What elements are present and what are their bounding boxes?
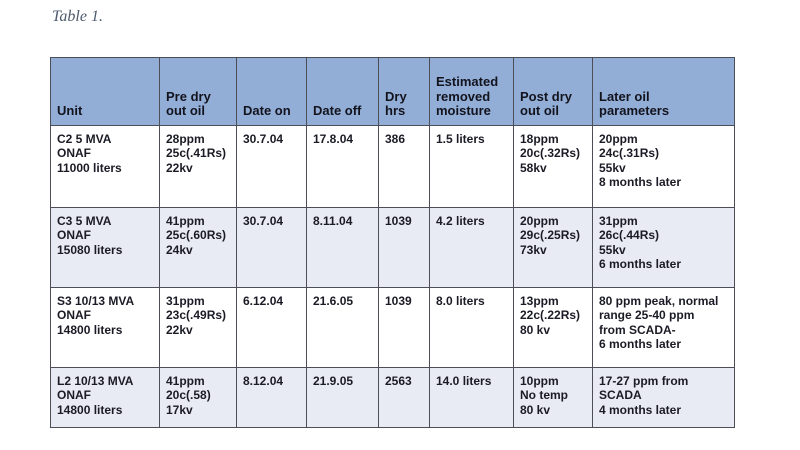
table-row: L2 10/13 MVA ONAF 14800 liters 41ppm 20c… bbox=[50, 367, 735, 428]
cell-date-on: 30.7.04 bbox=[236, 207, 307, 288]
cell-pre-dry-out-oil: 41ppm 20c(.58) 17kv bbox=[159, 367, 237, 428]
cell-date-on: 8.12.04 bbox=[236, 367, 307, 428]
col-header-date-on: Date on bbox=[236, 57, 307, 126]
cell-date-off: 8.11.04 bbox=[306, 207, 379, 288]
cell-pre-dry-out-oil: 28ppm 25c(.41Rs) 22kv bbox=[159, 125, 237, 208]
col-header-unit: Unit bbox=[50, 57, 160, 126]
table-row: C3 5 MVA ONAF 15080 liters 41ppm 25c(.60… bbox=[50, 207, 735, 288]
cell-date-off: 21.6.05 bbox=[306, 287, 379, 368]
cell-date-on: 30.7.04 bbox=[236, 125, 307, 208]
table-caption: Table 1. bbox=[52, 8, 103, 25]
col-header-later-oil-parameters: Later oil parameters bbox=[592, 57, 735, 126]
cell-dry-hrs: 2563 bbox=[378, 367, 430, 428]
cell-estimated-removed-moisture: 4.2 liters bbox=[429, 207, 514, 288]
col-header-estimated-removed-moisture: Estimated removed moisture bbox=[429, 57, 514, 126]
col-header-post-dry-out-oil: Post dry out oil bbox=[513, 57, 593, 126]
cell-estimated-removed-moisture: 1.5 liters bbox=[429, 125, 514, 208]
cell-later-oil-parameters: 17-27 ppm from SCADA 4 months later bbox=[592, 367, 735, 428]
cell-estimated-removed-moisture: 14.0 liters bbox=[429, 367, 514, 428]
table-row: S3 10/13 MVA ONAF 14800 liters 31ppm 23c… bbox=[50, 287, 735, 368]
col-header-date-off: Date off bbox=[306, 57, 379, 126]
cell-post-dry-out-oil: 20ppm 29c(.25Rs) 73kv bbox=[513, 207, 593, 288]
col-header-pre-dry-out-oil: Pre dry out oil bbox=[159, 57, 237, 126]
cell-post-dry-out-oil: 18ppm 20c(.32Rs) 58kv bbox=[513, 125, 593, 208]
cell-dry-hrs: 386 bbox=[378, 125, 430, 208]
cell-estimated-removed-moisture: 8.0 liters bbox=[429, 287, 514, 368]
col-header-dry-hrs: Dry hrs bbox=[378, 57, 430, 126]
cell-later-oil-parameters: 20ppm 24c(.31Rs) 55kv 8 months later bbox=[592, 125, 735, 208]
cell-dry-hrs: 1039 bbox=[378, 207, 430, 288]
cell-date-on: 6.12.04 bbox=[236, 287, 307, 368]
cell-dry-hrs: 1039 bbox=[378, 287, 430, 368]
cell-date-off: 21.9.05 bbox=[306, 367, 379, 428]
cell-post-dry-out-oil: 10ppm No temp 80 kv bbox=[513, 367, 593, 428]
cell-pre-dry-out-oil: 31ppm 23c(.49Rs) 22kv bbox=[159, 287, 237, 368]
cell-unit: C2 5 MVA ONAF 11000 liters bbox=[50, 125, 160, 208]
cell-date-off: 17.8.04 bbox=[306, 125, 379, 208]
cell-post-dry-out-oil: 13ppm 22c(.22Rs) 80 kv bbox=[513, 287, 593, 368]
header-row: Unit Pre dry out oil Date on Date off Dr… bbox=[50, 57, 735, 126]
cell-pre-dry-out-oil: 41ppm 25c(.60Rs) 24kv bbox=[159, 207, 237, 288]
transformer-dryout-table: Unit Pre dry out oil Date on Date off Dr… bbox=[50, 57, 735, 428]
table-row: C2 5 MVA ONAF 11000 liters 28ppm 25c(.41… bbox=[50, 125, 735, 208]
cell-unit: C3 5 MVA ONAF 15080 liters bbox=[50, 207, 160, 288]
cell-unit: L2 10/13 MVA ONAF 14800 liters bbox=[50, 367, 160, 428]
cell-unit: S3 10/13 MVA ONAF 14800 liters bbox=[50, 287, 160, 368]
cell-later-oil-parameters: 80 ppm peak, normal range 25-40 ppm from… bbox=[592, 287, 735, 368]
cell-later-oil-parameters: 31ppm 26c(.44Rs) 55kv 6 months later bbox=[592, 207, 735, 288]
